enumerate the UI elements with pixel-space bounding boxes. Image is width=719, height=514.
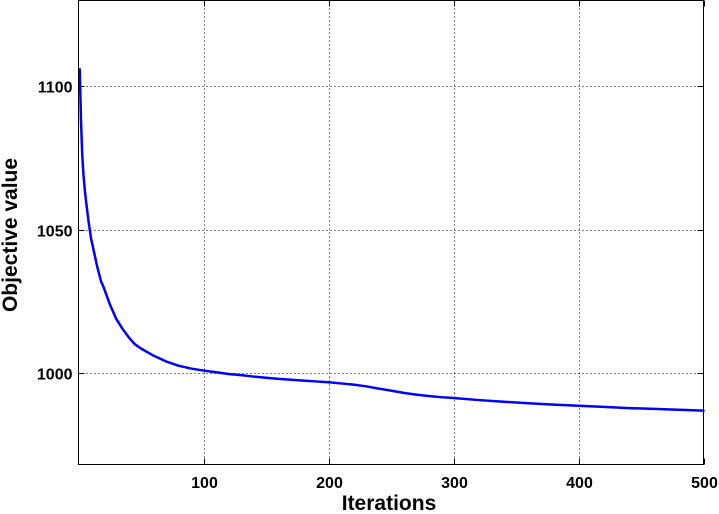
y-axis-title: Objective value <box>0 158 22 312</box>
plot-frame <box>78 0 704 465</box>
objective-series-line <box>78 67 705 412</box>
tick-marks <box>78 0 705 465</box>
y-tick-label: 1100 <box>38 80 73 97</box>
x-tick-labels: 100 200 300 400 500 <box>191 475 718 492</box>
y-grid-lines <box>78 86 704 374</box>
y-tick-label: 1050 <box>37 224 73 241</box>
x-tick-label: 200 <box>316 475 343 492</box>
x-tick-label: 400 <box>566 475 593 492</box>
y-tick-labels: 1000 1050 1100 <box>37 80 73 384</box>
x-tick-label: 300 <box>441 475 468 492</box>
x-tick-label: 500 <box>691 475 718 492</box>
y-tick-label: 1000 <box>37 367 73 384</box>
x-tick-label: 100 <box>191 475 218 492</box>
x-grid-lines <box>204 0 580 465</box>
x-axis-title: Iterations <box>342 492 437 514</box>
